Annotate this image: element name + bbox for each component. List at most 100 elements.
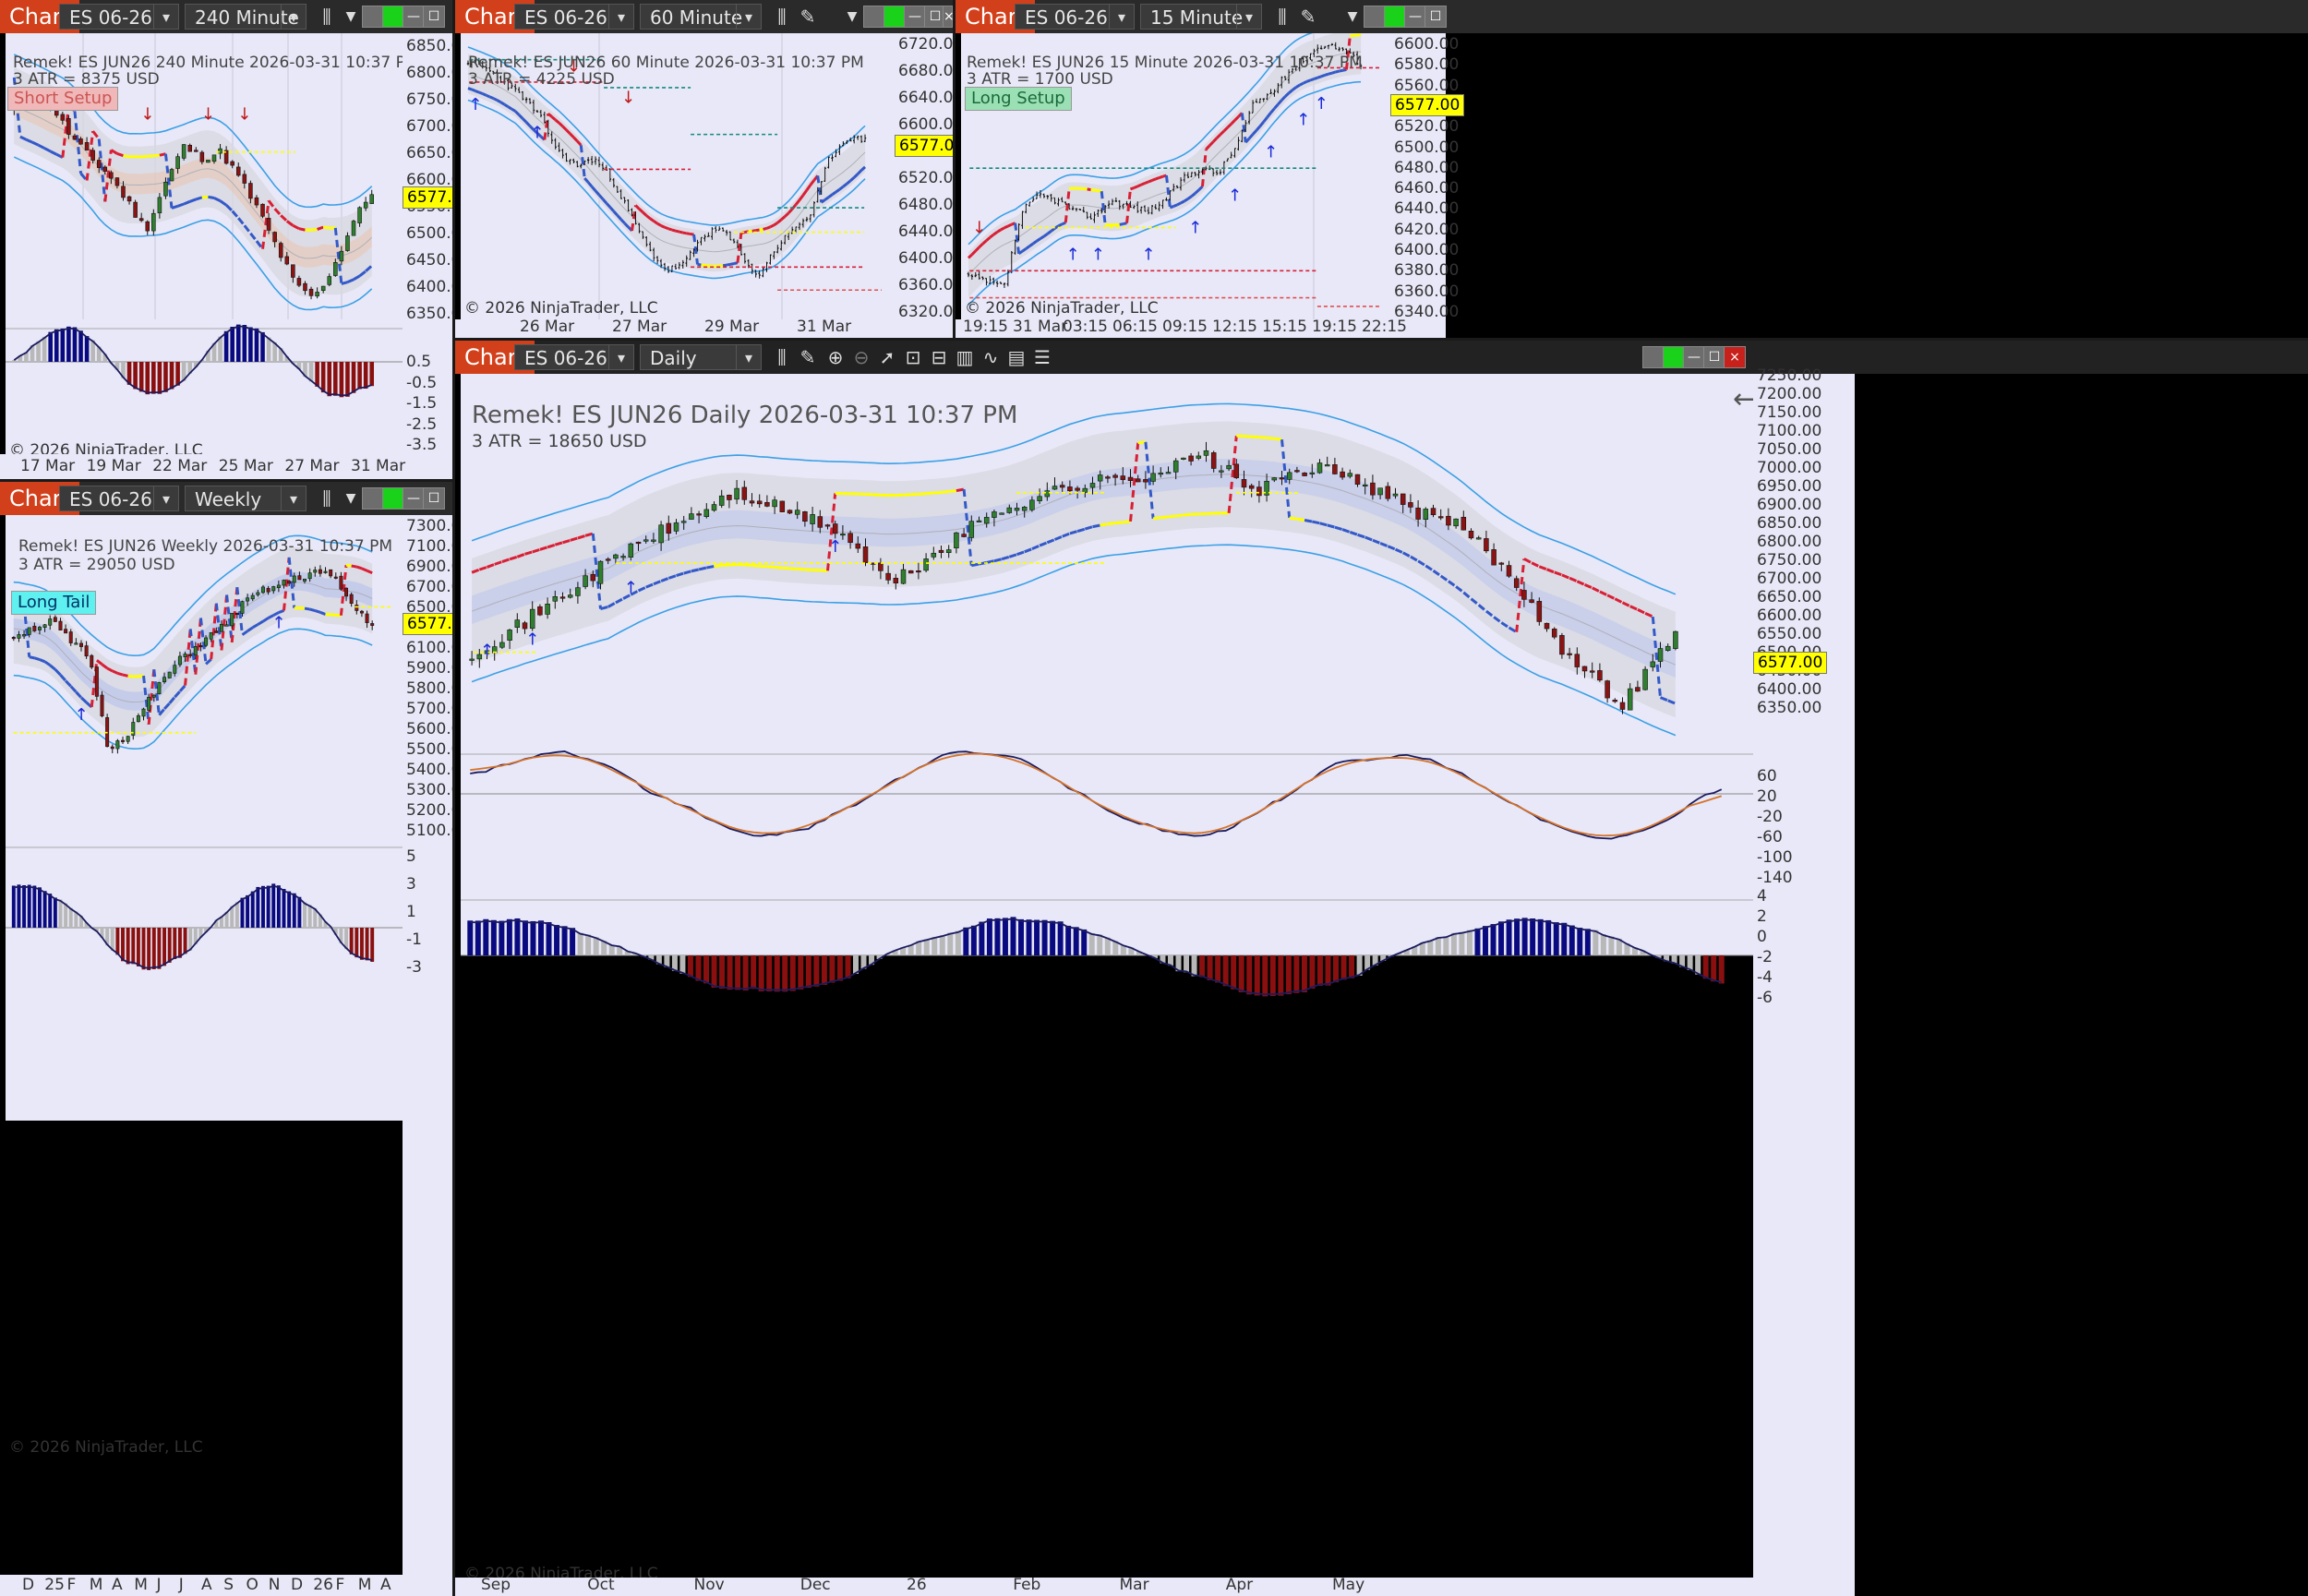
link-green-button[interactable] [382,487,404,510]
link-green-button[interactable] [1384,6,1406,28]
candle-body [1362,484,1368,487]
chevron-down-icon[interactable]: ▾ [281,5,306,29]
link-gray-button[interactable] [362,487,384,510]
plot-area[interactable]: ↓ ↑ ↑ ↑ ↑ ↑ ↑ ↑ ↑ Remek! ES JUN26 15 Minute 2026… [961,33,1390,319]
plot-area[interactable]: ↑ ↑ ↑ ↑ Remek! ES JUN26 Daily 2026-03-31 10… [461,374,1757,1583]
strategies-icon[interactable]: ∿ [982,346,999,368]
minimize-button[interactable]: — [403,487,425,510]
close-button[interactable]: × [943,6,953,28]
histogram-bar [1450,932,1457,955]
chevron-down-icon[interactable]: ▾ [1109,5,1134,29]
instrument-selector[interactable]: ES 06-26 ▾ [514,4,634,30]
time-tick-label: Mar [1119,1576,1149,1594]
candle-body [1279,477,1285,480]
trailing-stop-segment [1651,616,1662,698]
instrument-selector[interactable]: ES 06-26 ▾ [59,4,179,30]
minimize-button[interactable]: — [403,6,425,28]
cursor-icon[interactable]: ➚ [879,346,896,368]
candle-body [703,509,710,517]
chevron-down-icon[interactable]: ▾ [153,486,178,510]
dropdown-arrow-icon[interactable]: ▼ [345,9,356,24]
price-tick-label: 6650.00 [406,144,452,162]
candle-body [218,148,222,154]
plot-area[interactable]: ↓ ↓ ↓ Remek! ES JUN26 240 Minute 2026-03-3… [6,33,419,460]
close-button[interactable]: × [1724,346,1746,368]
trailing-stop-segment [858,492,866,497]
minimize-button[interactable]: — [904,6,926,28]
bar-type-icon[interactable]: ⫼ [777,346,787,368]
chevron-down-icon[interactable]: ▾ [608,5,633,29]
chevron-down-icon[interactable]: ▾ [736,345,761,369]
time-axis[interactable]: 19:15 31 Mar 03:15 06:15 09:15 12:15 15:15 19:1… [956,318,1446,338]
maximize-button[interactable]: ☐ [423,487,445,510]
time-axis[interactable]: 26 Mar 27 Mar 29 Mar 31 Mar [455,318,953,338]
data-box-icon[interactable]: ⊡ [905,346,921,368]
price-axis[interactable]: 7300.007100.006900.006700.006500.006300.… [403,515,452,1575]
interval-selector[interactable]: 240 Minute ▾ [185,4,307,30]
dropdown-arrow-icon[interactable]: ▼ [847,9,858,24]
chevron-down-icon[interactable]: ▾ [1236,5,1261,29]
interval-selector[interactable]: Daily ▾ [640,344,762,370]
back-arrow-icon[interactable]: ← [1733,383,1757,415]
candle-body [597,560,604,584]
trailing-stop-segment [1092,523,1100,529]
trailing-stop-segment [471,568,480,574]
link-gray-button[interactable] [1364,6,1386,28]
bar-type-icon[interactable]: ⫼ [322,6,331,28]
time-axis[interactable]: Sep Oct Nov Dec 26 Feb Mar Apr May [455,1576,1855,1596]
bar-type-icon[interactable]: ⫼ [1278,6,1287,28]
trend-cloud [13,571,373,711]
chevron-down-icon[interactable]: ▾ [608,345,633,369]
chevron-down-icon[interactable]: ▾ [736,5,761,29]
link-green-button[interactable] [1663,346,1685,368]
trailing-stop-segment [249,232,258,243]
indicators-icon[interactable]: ▥ [956,346,974,368]
drawing-tool-icon[interactable]: ✎ [1300,6,1316,28]
price-axis[interactable]: 6600.006580.006560.006540.006520.006500.… [1390,33,1465,321]
price-axis[interactable]: 7250.00 7200.00 7150.00 7100.00 7050.00 7000.… [1753,366,1855,1578]
link-green-button[interactable] [382,6,404,28]
chevron-down-icon[interactable]: ▾ [153,5,178,29]
interval-selector[interactable]: Weekly ▾ [185,486,307,511]
maximize-button[interactable]: ☐ [423,6,445,28]
link-green-button[interactable] [884,6,906,28]
trailing-stop-segment [33,656,41,662]
link-gray-button[interactable] [1642,346,1665,368]
dropdown-arrow-icon[interactable]: ▼ [345,491,356,506]
drawing-tool-icon[interactable]: ✎ [799,346,816,368]
maximize-button[interactable]: ☐ [1703,346,1725,368]
maximize-button[interactable]: ☐ [1424,6,1447,28]
bar-type-icon[interactable]: ⫼ [777,6,787,28]
time-axis[interactable]: D 25 F M A M J J A S O N D 26 F M A [0,1575,452,1596]
price-axis[interactable]: 6720.006680.006640.006600.006560.006520.… [895,33,953,321]
properties-icon[interactable]: ⊟ [931,346,947,368]
price-axis[interactable]: 6850.00 6800.00 6750.00 6700.00 6650.00 6600.… [403,33,452,454]
bar-type-icon[interactable]: ⫼ [322,487,331,510]
trailing-stop-segment [532,547,541,554]
minimize-button[interactable]: — [1404,6,1426,28]
zoom-in-icon[interactable]: ⊕ [827,346,844,368]
trailing-stop-segment [1017,249,1024,256]
link-gray-button[interactable] [362,6,384,28]
templates-icon[interactable]: ▤ [1007,346,1026,368]
minimize-button[interactable]: — [1683,346,1705,368]
interval-selector[interactable]: 60 Minute ▾ [640,4,762,30]
dropdown-arrow-icon[interactable]: ▼ [1347,9,1358,24]
instrument-selector[interactable]: ES 06-26 ▾ [59,486,179,511]
trailing-stop-segment [773,221,779,227]
trailing-stop-segment [273,208,282,217]
trailing-stop-segment [682,231,687,235]
plot-area[interactable]: ↑ ↑ ↓ ↓ Remek! ES JUN26 60 Minute 2026-03-3… [461,33,895,319]
link-gray-button[interactable] [863,6,885,28]
chevron-down-icon[interactable]: ▾ [281,486,306,510]
time-axis[interactable]: 17 Mar 19 Mar 22 Mar 25 Mar 27 Mar 31 Mar [0,454,452,479]
interval-selector[interactable]: 15 Minute ▾ [1140,4,1262,30]
candle-body [17,634,21,639]
list-icon[interactable]: ☰ [1034,346,1051,368]
instrument-selector[interactable]: ES 06-26 ▾ [1015,4,1135,30]
plot-area[interactable]: ↑ ↑ Remek! ES JUN26 Weekly 2026-03-31 10:… [6,515,403,1457]
candle-body [64,629,68,634]
zoom-out-icon[interactable]: ⊖ [853,346,870,368]
drawing-tool-icon[interactable]: ✎ [799,6,816,28]
instrument-selector[interactable]: ES 06-26 ▾ [514,344,634,370]
